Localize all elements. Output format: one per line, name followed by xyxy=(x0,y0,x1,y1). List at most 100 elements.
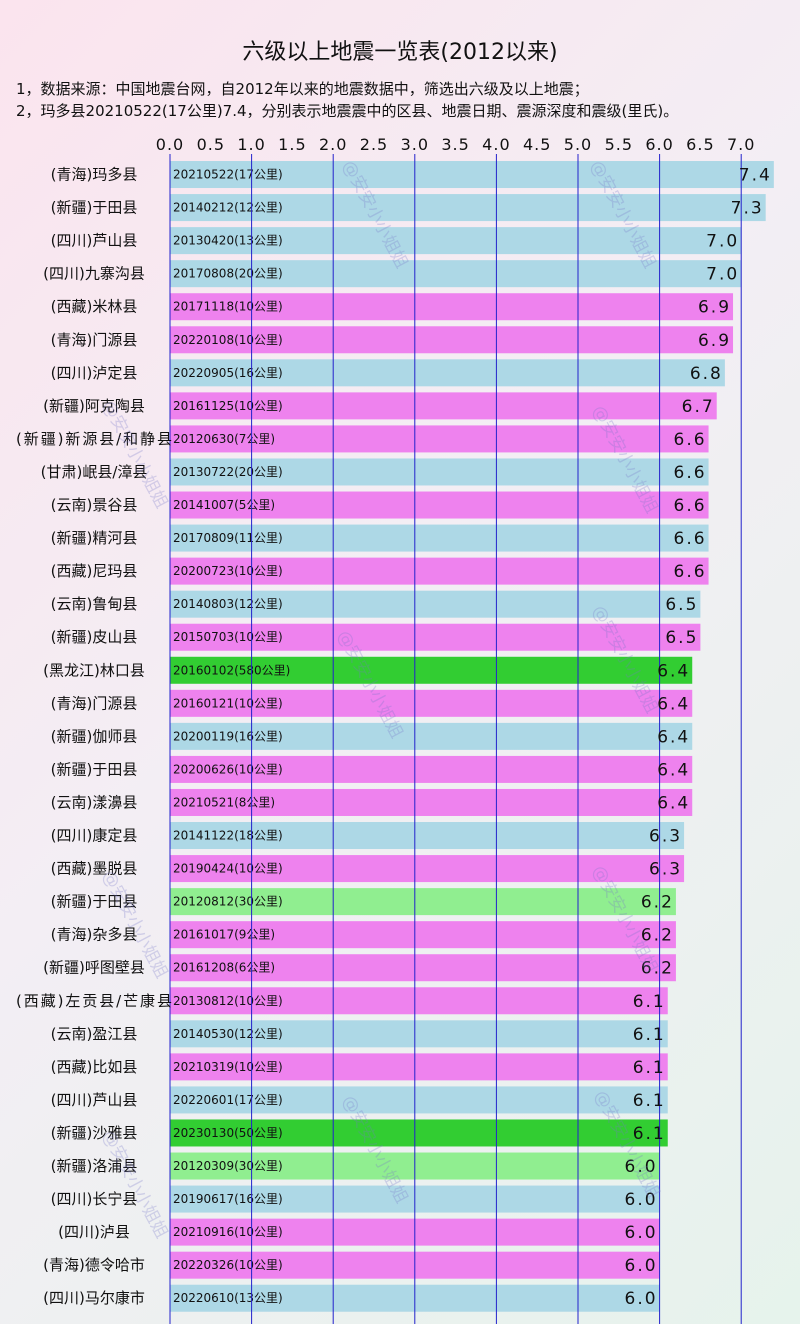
category-label-13: (云南)鲁甸县 xyxy=(51,595,138,613)
bar-label-16: 20160121(10公里) xyxy=(173,696,283,710)
bar-label-6: 20220905(16公里) xyxy=(173,366,283,380)
bar-label-15: 20160102(580公里) xyxy=(173,663,290,677)
x-tick-11: 5.5 xyxy=(605,135,633,154)
bar-6 xyxy=(170,359,725,387)
value-label-0: 7.4 xyxy=(739,166,772,186)
value-label-1: 7.3 xyxy=(731,199,764,219)
value-label-19: 6.4 xyxy=(657,793,690,813)
x-tick-6: 3.0 xyxy=(401,135,429,154)
category-label-31: (四川)长宁县 xyxy=(51,1190,138,1208)
bar-16 xyxy=(170,689,693,717)
category-label-18: (新疆)于田县 xyxy=(51,760,138,778)
category-label-5: (青海)门源县 xyxy=(51,331,138,349)
bar-label-27: 20210319(10公里) xyxy=(173,1060,283,1074)
bar-label-21: 20190424(10公里) xyxy=(173,862,283,876)
value-label-4: 6.9 xyxy=(698,298,731,318)
bar-label-2: 20130420(13公里) xyxy=(173,234,283,248)
value-label-10: 6.6 xyxy=(674,496,707,516)
bar-label-7: 20161125(10公里) xyxy=(173,399,283,413)
value-label-24: 6.2 xyxy=(641,959,674,979)
x-tick-8: 4.0 xyxy=(482,135,510,154)
category-label-22: (新疆)于田县 xyxy=(51,893,138,911)
category-label-33: (青海)德令哈市 xyxy=(43,1256,145,1274)
value-label-9: 6.6 xyxy=(674,463,707,483)
bar-label-32: 20210916(10公里) xyxy=(173,1225,283,1239)
value-label-3: 7.0 xyxy=(706,265,739,285)
bar-15 xyxy=(170,656,693,684)
value-label-32: 6.0 xyxy=(625,1223,658,1243)
bar-label-26: 20140530(12公里) xyxy=(173,1027,283,1041)
bar-11 xyxy=(170,524,709,552)
bar-label-14: 20150703(10公里) xyxy=(173,630,283,644)
bar-label-5: 20220108(10公里) xyxy=(173,333,283,347)
category-label-1: (新疆)于田县 xyxy=(51,199,138,217)
value-label-11: 6.6 xyxy=(674,529,707,549)
value-label-23: 6.2 xyxy=(641,926,674,946)
chart-title: 六级以上地震一览表(2012以来) xyxy=(242,40,558,65)
category-label-29: (新疆)沙雅县 xyxy=(51,1124,138,1142)
category-label-25: (西藏)左贡县/芒康县 xyxy=(16,992,172,1010)
bar-label-12: 20200723(10公里) xyxy=(173,564,283,578)
bar-24 xyxy=(170,954,676,982)
bar-label-34: 20220610(13公里) xyxy=(173,1291,283,1305)
bar-5 xyxy=(170,326,734,354)
x-tick-0: 0.0 xyxy=(156,135,184,154)
bar-27 xyxy=(170,1053,668,1081)
category-label-11: (新疆)精河县 xyxy=(51,529,138,547)
value-label-27: 6.1 xyxy=(633,1058,666,1078)
value-label-25: 6.1 xyxy=(633,992,666,1012)
x-tick-3: 1.5 xyxy=(278,135,306,154)
value-label-2: 7.0 xyxy=(706,232,739,252)
bar-label-28: 20220601(17公里) xyxy=(173,1093,283,1107)
value-label-12: 6.6 xyxy=(674,562,707,582)
note-line-2: 2，玛多县20210522(17公里)7.4，分别表示地震震中的区县、地震日期、… xyxy=(16,102,679,120)
bar-0 xyxy=(170,161,774,189)
category-label-4: (西藏)米林县 xyxy=(51,298,138,316)
x-tick-10: 5.0 xyxy=(564,135,592,154)
bar-label-17: 20200119(16公里) xyxy=(173,729,283,743)
value-label-7: 6.7 xyxy=(682,397,715,417)
bar-29 xyxy=(170,1119,668,1147)
value-label-14: 6.5 xyxy=(665,628,698,648)
bar-label-30: 20120309(30公里) xyxy=(173,1159,283,1173)
category-label-17: (新疆)伽师县 xyxy=(51,727,138,745)
category-label-7: (新疆)阿克陶县 xyxy=(43,397,145,415)
category-label-12: (西藏)尼玛县 xyxy=(51,562,138,580)
category-label-19: (云南)漾濞县 xyxy=(51,793,138,811)
bar-label-24: 20161208(6公里) xyxy=(173,961,275,975)
value-label-30: 6.0 xyxy=(625,1157,658,1177)
value-label-16: 6.4 xyxy=(657,694,690,714)
category-label-20: (四川)康定县 xyxy=(51,827,138,845)
value-label-20: 6.3 xyxy=(649,827,682,847)
bar-26 xyxy=(170,1020,668,1048)
note-line-1: 1，数据来源：中国地震台网，自2012年以来的地震数据中，筛选出六级及以上地震； xyxy=(16,80,589,98)
value-labels: 7.4 7.3 7.0 7.0 6.9 6.9 6.8 6.7 6.6 6.6 6.6 6.6 6.6 6… xyxy=(625,166,772,1310)
category-label-6: (四川)泸定县 xyxy=(51,364,138,382)
category-label-28: (四川)芦山县 xyxy=(51,1091,138,1109)
value-label-26: 6.1 xyxy=(633,1025,666,1045)
bar-label-19: 20210521(8公里) xyxy=(173,795,275,809)
x-tick-4: 2.0 xyxy=(319,135,347,154)
bar-8 xyxy=(170,425,709,453)
bar-12 xyxy=(170,557,709,585)
bar-label-31: 20190617(16公里) xyxy=(173,1192,283,1206)
category-label-21: (西藏)墨脱县 xyxy=(51,860,138,878)
category-label-10: (云南)景谷县 xyxy=(51,496,138,514)
x-tick-7: 3.5 xyxy=(441,135,469,154)
value-label-13: 6.5 xyxy=(665,595,698,615)
x-tick-2: 1.0 xyxy=(237,135,265,154)
category-label-2: (四川)芦山县 xyxy=(51,232,138,250)
value-label-34: 6.0 xyxy=(625,1289,658,1309)
bar-label-3: 20170808(20公里) xyxy=(173,267,283,281)
bar-23 xyxy=(170,921,676,949)
bar-21 xyxy=(170,855,685,883)
category-label-3: (四川)九寨沟县 xyxy=(43,265,145,283)
category-label-26: (云南)盈江县 xyxy=(51,1025,138,1043)
bar-7 xyxy=(170,392,717,420)
value-label-33: 6.0 xyxy=(625,1256,658,1276)
category-label-23: (青海)杂多县 xyxy=(51,926,138,944)
x-tick-9: 4.5 xyxy=(523,135,551,154)
category-label-16: (青海)门源县 xyxy=(51,694,138,712)
bar-14 xyxy=(170,623,701,651)
bar-3 xyxy=(170,260,742,288)
